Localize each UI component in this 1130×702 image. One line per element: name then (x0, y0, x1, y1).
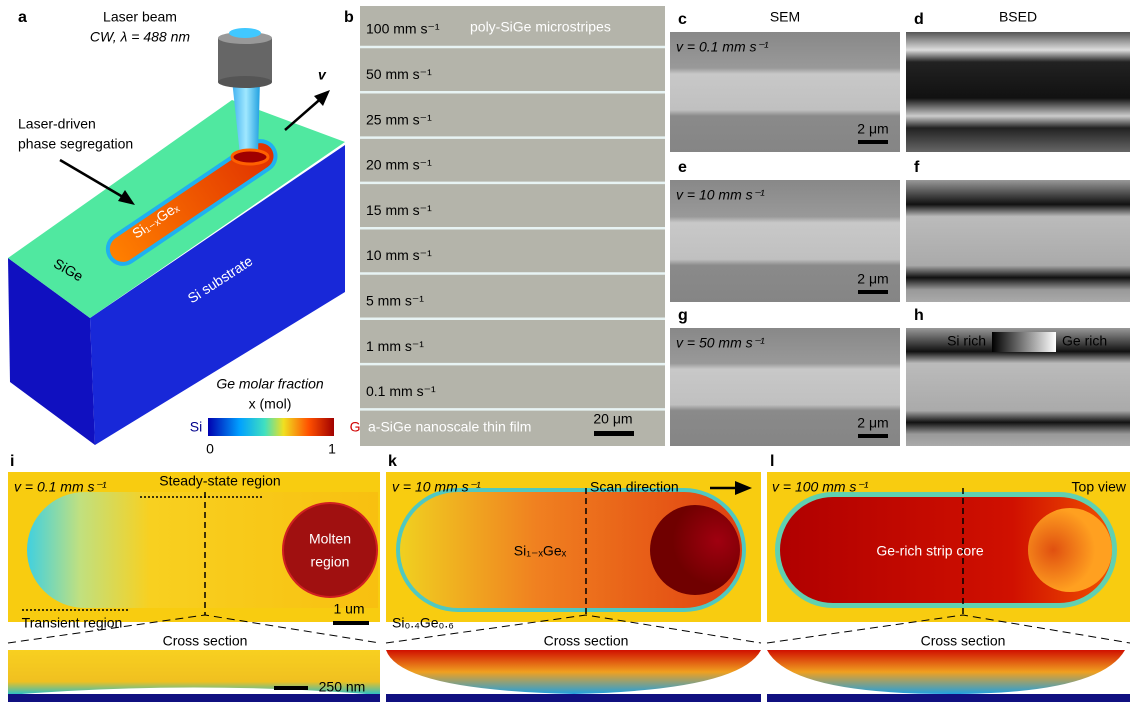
panel-label: i (10, 453, 14, 470)
view-label: Top view (1072, 479, 1127, 495)
bsed-panels: BSED d f h Si rich Ge rich (906, 9, 1130, 446)
cross-label: Cross section (921, 633, 1006, 649)
speed-label: v = 0.1 mm s⁻¹ (676, 39, 769, 55)
panel-label: h (914, 307, 924, 324)
panel-a: a Laser beam CW, λ = 488 nm v Laser-driv… (8, 9, 369, 457)
panel-label: l (770, 453, 774, 470)
panel-label: f (914, 159, 920, 176)
panel-label: d (914, 11, 924, 28)
speed-label: v = 50 mm s⁻¹ (676, 335, 765, 351)
molten-region (1028, 508, 1112, 592)
panel-label: c (678, 11, 687, 28)
speed-label: v = 0.1 mm s⁻¹ (14, 479, 107, 495)
lens (229, 28, 261, 38)
bsed-image (906, 32, 1130, 152)
objective (218, 38, 272, 82)
scale-bar (858, 140, 888, 144)
figure: a Laser beam CW, λ = 488 nm v Laser-driv… (0, 0, 1130, 702)
direction-label: Scan direction (590, 479, 679, 495)
scale-label: 2 μm (857, 121, 888, 137)
panel-title: poly-SiGe microstripes (470, 19, 611, 35)
molten-label: region (311, 554, 350, 570)
scale-bar (594, 431, 634, 436)
panel-label: a (18, 9, 27, 26)
legend-right: Ge rich (1062, 333, 1107, 349)
objective-bottom (218, 76, 272, 88)
speed-label: 10 mm s⁻¹ (366, 247, 432, 263)
cross-label: Cross section (544, 633, 629, 649)
process-label: Laser-driven (18, 116, 96, 132)
panel-label: k (388, 453, 397, 470)
panel-k: k v = 10 mm s⁻¹ Scan direction Si₁₋ₓGeₓ … (386, 453, 761, 702)
speed-label: 20 mm s⁻¹ (366, 157, 432, 173)
scale-label: 1 um (333, 601, 364, 617)
scale-bar (858, 290, 888, 294)
scale-bar (333, 621, 369, 625)
colorbar-tick: 0 (206, 441, 214, 457)
film-label: a-SiGe nanoscale thin film (368, 419, 531, 435)
column-header: SEM (770, 9, 800, 25)
colorbar-title: Ge molar fraction (216, 376, 324, 392)
legend-gradient (992, 332, 1056, 352)
speed-label: v = 10 mm s⁻¹ (676, 187, 765, 203)
colorbar (208, 418, 334, 436)
molten-label: Molten (309, 531, 351, 547)
speed-label: 0.1 mm s⁻¹ (366, 383, 436, 399)
scale-label: 2 μm (857, 415, 888, 431)
speed-label: v = 10 mm s⁻¹ (392, 479, 481, 495)
substrate (386, 694, 761, 702)
molten-region (650, 505, 740, 595)
speed-label: 50 mm s⁻¹ (366, 66, 432, 82)
laser-spot (232, 150, 268, 164)
colorbar-left: Si (190, 419, 202, 435)
cross-label: Cross section (163, 633, 248, 649)
scale-label: 20 μm (593, 411, 632, 427)
substrate (767, 694, 1130, 702)
legend-left: Si rich (947, 333, 986, 349)
process-label: phase segregation (18, 136, 133, 152)
colorbar-unit: x (mol) (249, 396, 292, 412)
speed-label: 15 mm s⁻¹ (366, 202, 432, 218)
scale-bar (858, 434, 888, 438)
steady-label: Steady-state region (159, 473, 280, 489)
panel-label: g (678, 307, 688, 324)
panel-b: b poly-SiGe microstripes a-SiGe nanoscal… (344, 6, 665, 446)
substrate (8, 694, 380, 702)
sem-panels: SEM c v = 0.1 mm s⁻¹ 2 μm e v = 10 mm s⁻¹ 2 μ… (670, 9, 900, 446)
transient-label: Transient region (22, 615, 123, 631)
scale-label: 2 μm (857, 271, 888, 287)
cross-section (386, 650, 761, 694)
cross-section (767, 650, 1125, 694)
panel-label: e (678, 159, 687, 176)
molten-region (283, 503, 377, 597)
process-arrow (60, 160, 128, 200)
bsed-image (906, 180, 1130, 302)
scale-bar (274, 686, 308, 690)
speed-label: 100 mm s⁻¹ (366, 21, 440, 37)
core-label: Ge-rich strip core (876, 543, 984, 559)
speed-label: 5 mm s⁻¹ (366, 293, 424, 309)
beam-params: CW, λ = 488 nm (90, 29, 190, 45)
film-label: Si₀.₄Ge₀.₆ (392, 615, 454, 631)
colorbar-tick: 1 (328, 441, 336, 457)
scale-label: 250 nm (319, 679, 366, 695)
speed-label: 25 mm s⁻¹ (366, 111, 432, 127)
velocity: v (318, 67, 327, 83)
panel-i: i v = 0.1 mm s⁻¹ Steady-state region Mol… (8, 453, 380, 702)
beam-label: Laser beam (103, 9, 177, 25)
panel-label: b (344, 9, 354, 26)
column-header: BSED (999, 9, 1037, 25)
alloy-label: Si₁₋ₓGeₓ (514, 543, 567, 559)
speed-label: 1 mm s⁻¹ (366, 338, 424, 354)
panel-l: l v = 100 mm s⁻¹ Top view Ge-rich strip … (767, 453, 1130, 702)
speed-label: v = 100 mm s⁻¹ (772, 479, 869, 495)
